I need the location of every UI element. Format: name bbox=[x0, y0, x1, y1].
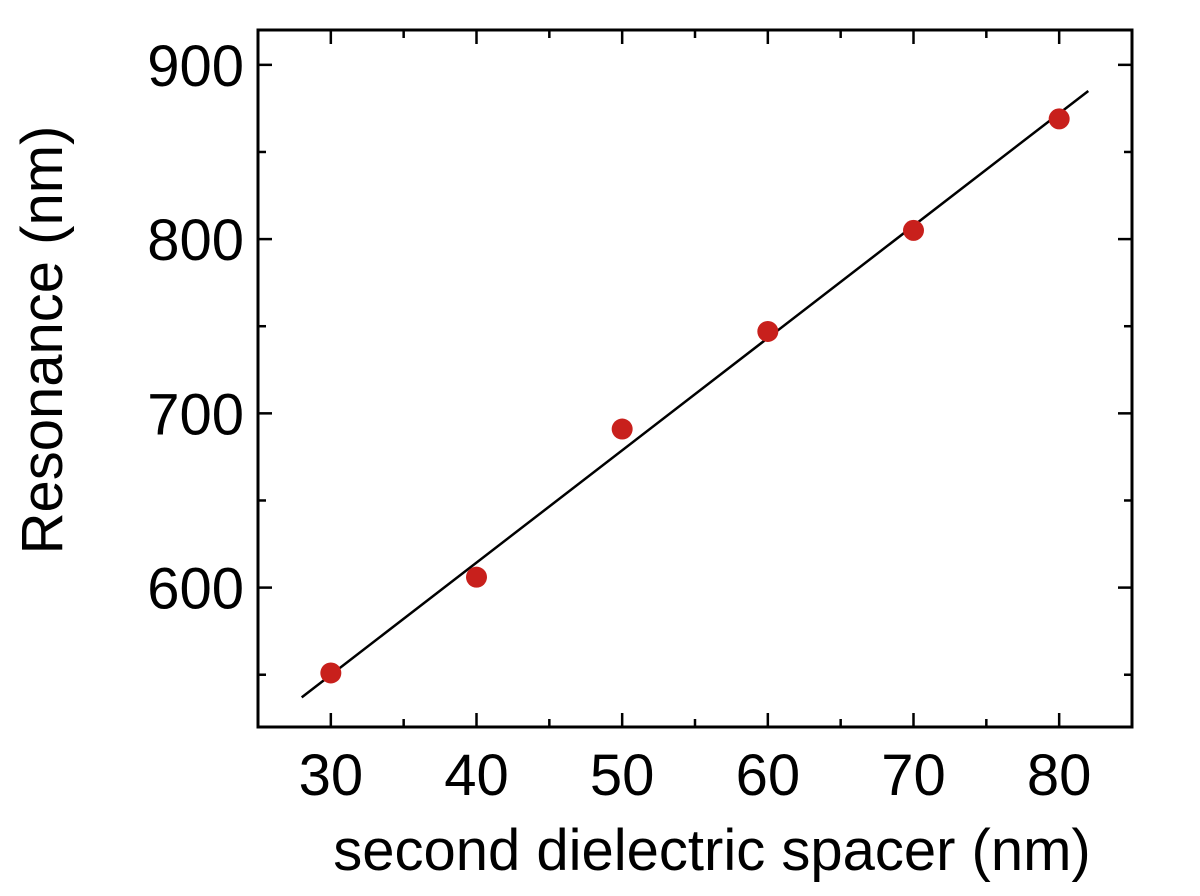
y-axis-title: Resonance (nm) bbox=[10, 126, 75, 555]
data-point bbox=[320, 662, 342, 684]
y-tick-label: 800 bbox=[147, 208, 244, 273]
x-tick-label: 70 bbox=[881, 743, 946, 808]
data-point bbox=[757, 320, 779, 342]
x-axis-title: second dielectric spacer (nm) bbox=[333, 818, 1091, 883]
data-points-layer bbox=[320, 108, 1070, 684]
data-point bbox=[903, 219, 924, 241]
y-axis-ticks: 600 700 800 900 bbox=[147, 34, 1132, 676]
x-tick-label: 60 bbox=[736, 743, 801, 808]
y-tick-label: 600 bbox=[147, 557, 244, 622]
fit-line bbox=[300, 89, 1090, 699]
y-tick-label: 700 bbox=[147, 382, 244, 447]
x-axis-ticks: 30 40 50 60 70 80 bbox=[299, 30, 1092, 808]
data-point bbox=[466, 566, 487, 588]
x-tick-label: 80 bbox=[1027, 743, 1092, 808]
data-point bbox=[1048, 108, 1070, 130]
plot-area bbox=[256, 28, 1134, 729]
x-tick-label: 30 bbox=[299, 743, 364, 808]
fit-line-layer bbox=[300, 89, 1090, 699]
x-tick-label: 40 bbox=[444, 743, 509, 808]
x-tick-label: 50 bbox=[590, 743, 655, 808]
plot-frame bbox=[256, 28, 1134, 729]
y-tick-label: 900 bbox=[147, 34, 244, 99]
data-point bbox=[611, 418, 633, 440]
